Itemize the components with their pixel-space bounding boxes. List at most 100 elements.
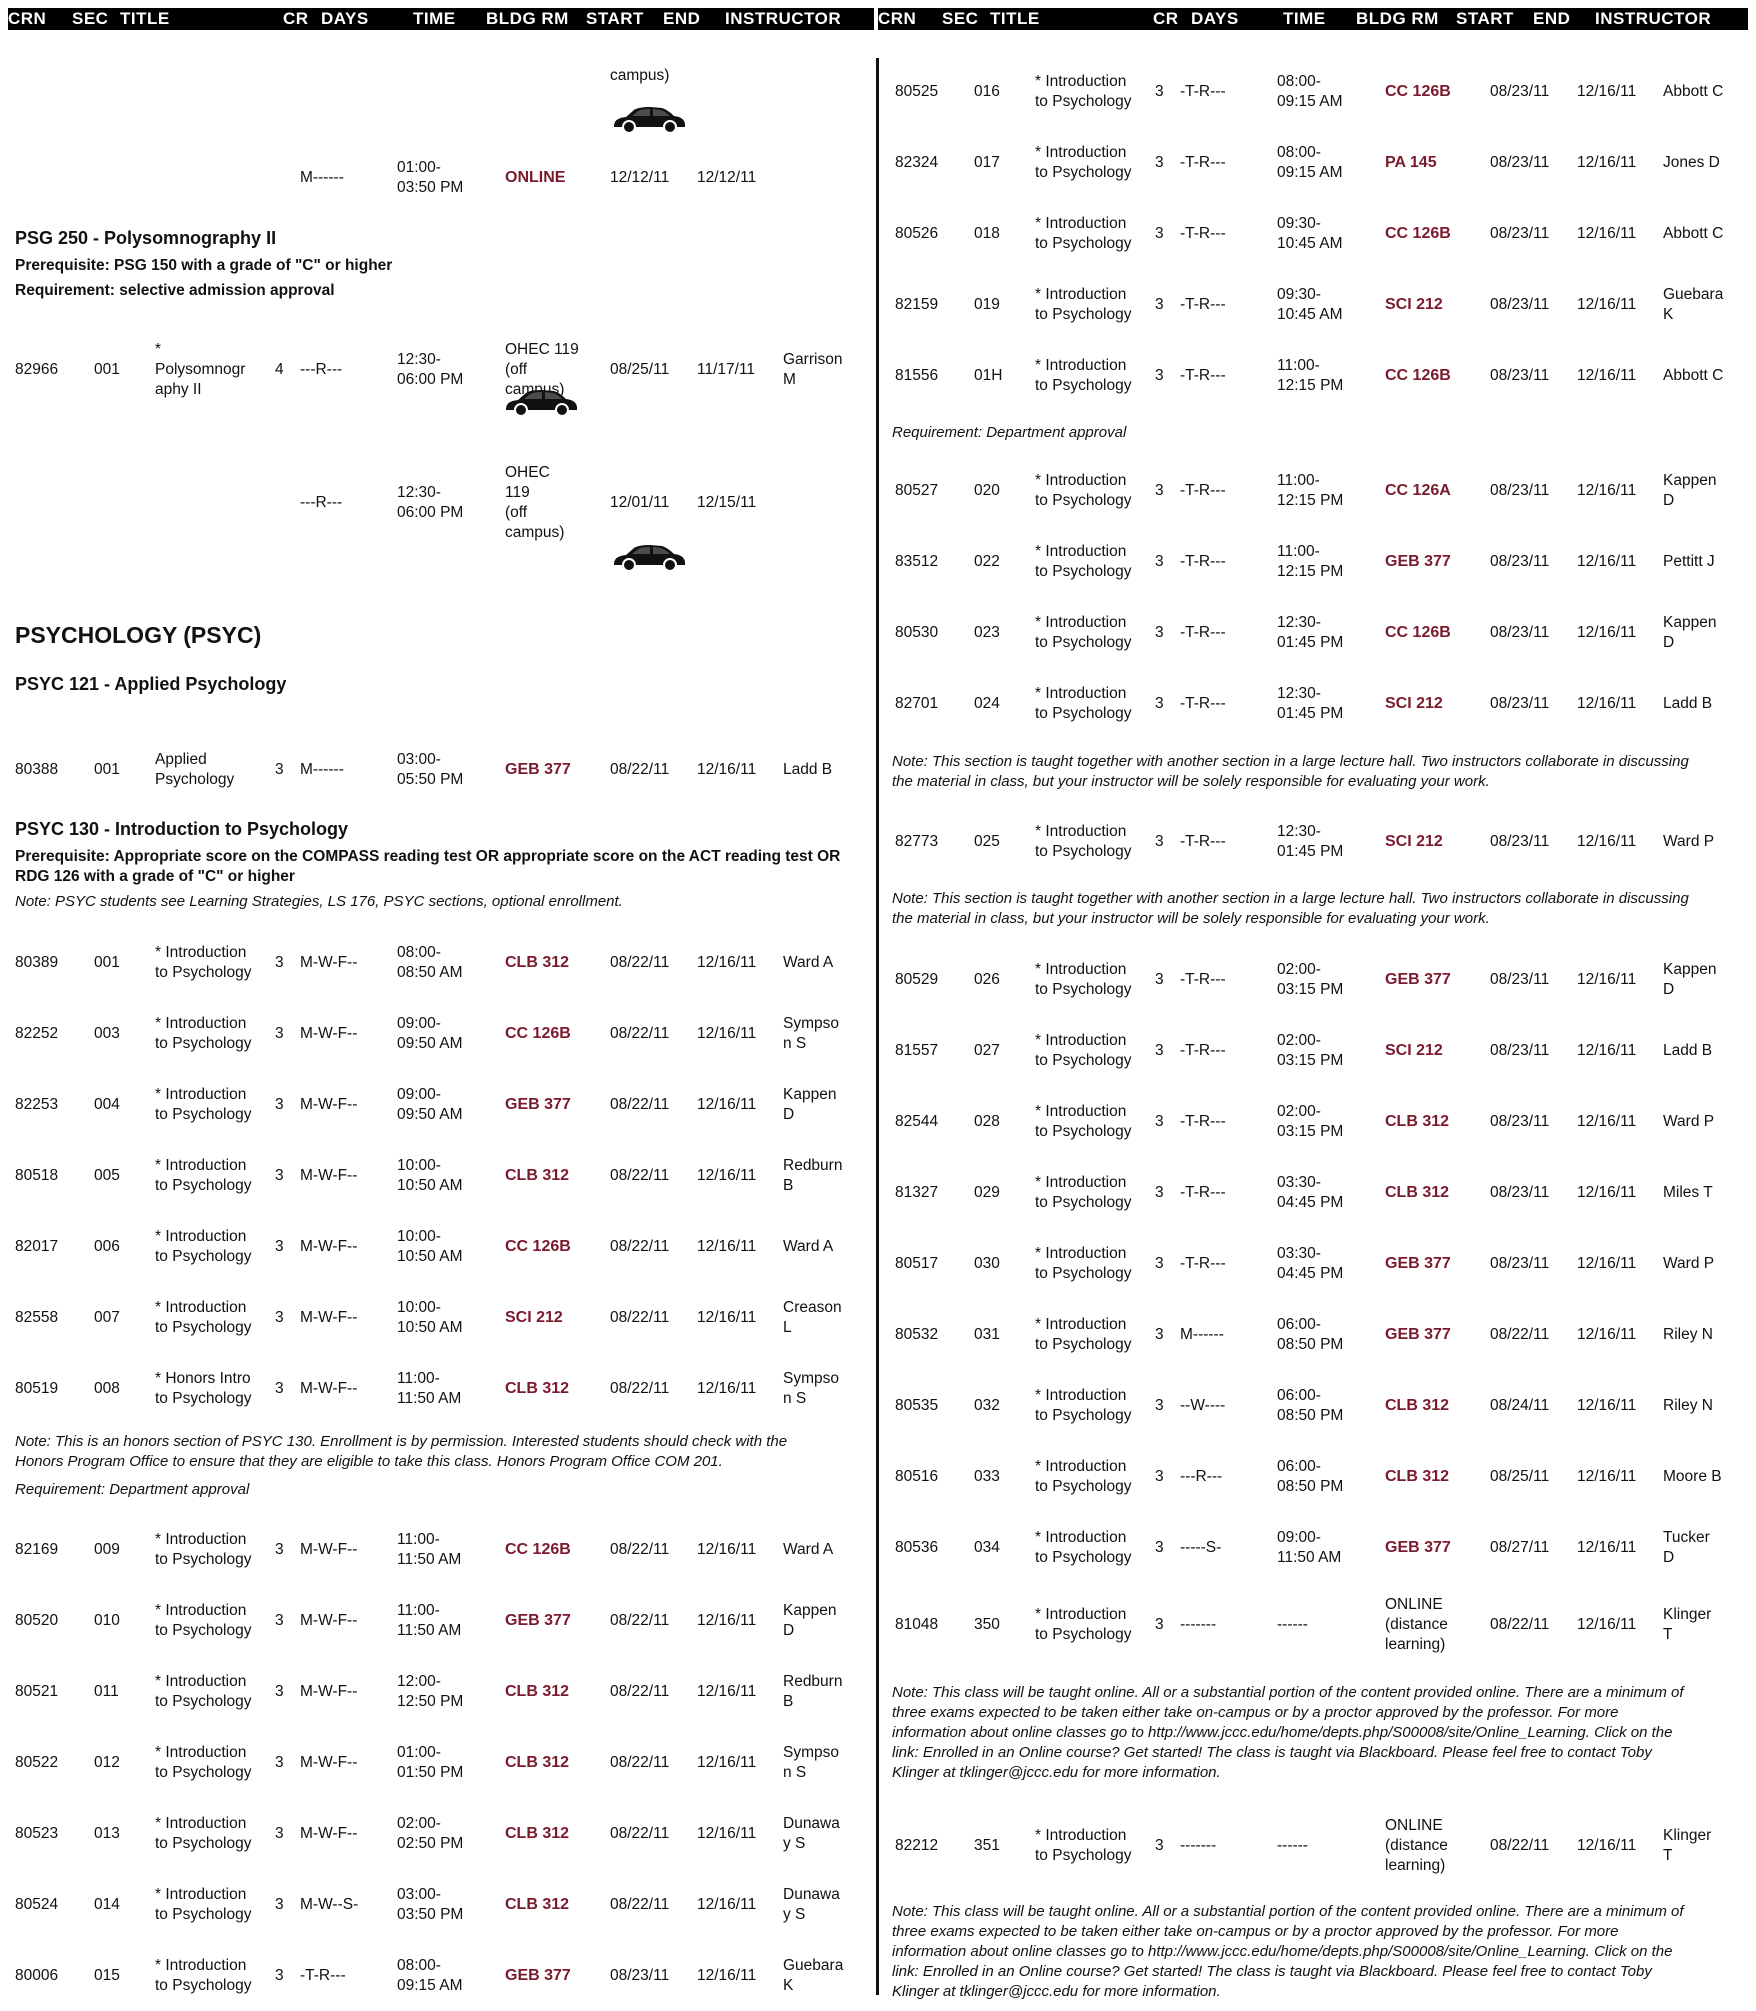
cell-crn: 80532 xyxy=(895,1326,939,1343)
cell-time: 12:30- 01:45 PM xyxy=(1277,823,1344,860)
cell-instr: Miles T xyxy=(1663,1184,1713,1201)
cell-cr: 3 xyxy=(275,1380,284,1397)
requirement-right: Requirement: Department approval xyxy=(892,424,1127,441)
cell-end: 12/16/11 xyxy=(697,1238,757,1255)
cell-end: 12/16/11 xyxy=(1577,833,1637,850)
cell-sec: 001 xyxy=(94,954,120,971)
header-bldg-rm: BLDG RM xyxy=(1356,9,1439,28)
cell-cr: 3 xyxy=(1155,553,1164,570)
cell-time: 08:00- 09:15 AM xyxy=(1277,73,1343,110)
header-start: START xyxy=(586,9,644,28)
cell-end: 12/16/11 xyxy=(1577,1397,1637,1414)
cell-crn: 82159 xyxy=(895,296,939,313)
cell-sec: 023 xyxy=(974,624,1000,641)
cell-room: CC 126B xyxy=(1385,83,1451,100)
cell-days: M-W-F-- xyxy=(300,1096,358,1113)
cell-room: SCI 212 xyxy=(1385,833,1443,850)
cell-room: CC 126B xyxy=(1385,367,1451,384)
cell-title: * Introduction to Psychology xyxy=(1035,215,1132,252)
cell-title: * Introduction to Psychology xyxy=(1035,823,1132,860)
prerequisite-psg250: Prerequisite: PSG 150 with a grade of "C… xyxy=(15,257,393,274)
cell-end: 12/16/11 xyxy=(697,1025,757,1042)
column-header-left: CRN SEC TITLE CR DAYS TIME BLDG RM START END INST… xyxy=(8,8,874,30)
cell-end: 12/16/11 xyxy=(1577,1113,1637,1130)
cell-room: SCI 212 xyxy=(1385,695,1443,712)
cell-instr: Klinger T xyxy=(1663,1606,1712,1643)
cell-start: 08/22/11 xyxy=(610,1025,670,1042)
cell-time: 02:00- 03:15 PM xyxy=(1277,1032,1344,1069)
course-row: 83512 022 * Introduction to Psychology 3 -T-… xyxy=(880,527,1756,597)
cell-cr: 3 xyxy=(275,1025,284,1042)
cell-sec: 001 xyxy=(94,361,120,378)
cell-instr: Ward A xyxy=(783,1238,834,1255)
course-row: 82169 009 * Introduction to Psychology 3 M-W… xyxy=(0,1515,874,1585)
cell-instr: Kappen D xyxy=(1663,961,1717,998)
cell-title: * Introduction to Psychology xyxy=(1035,685,1132,722)
cell-title: Applied Psychology xyxy=(155,751,235,788)
course-row: 80529 026 * Introduction to Psychology 3 -T-… xyxy=(880,945,1756,1015)
course-row: 81327 029 * Introduction to Psychology 3 -T-… xyxy=(880,1158,1756,1228)
course-row: 82773 025 * Introduction to Psychology 3 -T-… xyxy=(880,807,1756,877)
cell-end: 12/16/11 xyxy=(1577,482,1637,499)
requirement-psg250: Requirement: selective admission approva… xyxy=(15,282,335,299)
cell-end: 12/16/11 xyxy=(1577,367,1637,384)
cell-start: 08/23/11 xyxy=(1490,553,1550,570)
cell-time: 06:00- 08:50 PM xyxy=(1277,1458,1344,1495)
cell-crn: 81048 xyxy=(895,1616,939,1633)
cell-end: 12/16/11 xyxy=(697,1612,757,1629)
cell-crn: 80527 xyxy=(895,482,939,499)
cell-crn: 81556 xyxy=(895,367,939,384)
cell-room: CLB 312 xyxy=(505,1683,570,1700)
cell-end: 12/16/11 xyxy=(697,1967,757,1984)
cell-cr: 3 xyxy=(275,761,284,778)
course-title-psyc121: PSYC 121 - Applied Psychology xyxy=(15,674,287,694)
cell-title: * Introduction to Psychology xyxy=(155,1228,252,1265)
cell-instr: Sympso n S xyxy=(783,1370,839,1407)
cell-instr: Ladd B xyxy=(1663,695,1713,712)
prerequisite-psyc130: Prerequisite: Appropriate score on the C… xyxy=(15,848,841,885)
cell-end: 12/16/11 xyxy=(697,1825,757,1842)
cell-days: M-W-F-- xyxy=(300,1380,358,1397)
course-row: 80523 013 * Introduction to Psychology 3 M-W… xyxy=(0,1799,874,1869)
cell-start: 08/22/11 xyxy=(1490,1616,1550,1633)
cell-start: 08/22/11 xyxy=(610,1541,670,1558)
course-row: 80521 011 * Introduction to Psychology 3 M-W… xyxy=(0,1657,874,1727)
cell-cr: 3 xyxy=(275,954,284,971)
course-row: 80535 032 * Introduction to Psychology 3 --W… xyxy=(880,1371,1756,1441)
cell-cr: 3 xyxy=(1155,1539,1164,1556)
course-title-psyc130: PSYC 130 - Introduction to Psychology xyxy=(15,819,349,839)
cell-crn: 83512 xyxy=(895,553,939,570)
cell-title: * Introduction to Psychology xyxy=(1035,1827,1132,1864)
header-crn: CRN xyxy=(878,9,917,28)
course-row: M------ 01:00- 03:50 PM ONLINE 12/12/11 12/1… xyxy=(0,143,874,213)
course-row: 82324 017 * Introduction to Psychology 3 -T-… xyxy=(880,128,1756,198)
cell-end: 12/16/11 xyxy=(1577,83,1637,100)
cell-cr: 3 xyxy=(275,1096,284,1113)
header-days: DAYS xyxy=(1191,9,1239,28)
cell-title: * Introduction to Psychology xyxy=(1035,1458,1132,1495)
course-row: 80006 015 * Introduction to Psychology 3 -T-… xyxy=(0,1941,874,2011)
course-row: ---R--- 12:30- 06:00 PM OHEC 119 (off camp… xyxy=(0,464,874,541)
cell-title: * Introduction to Psychology xyxy=(1035,357,1132,394)
header-start: START xyxy=(1456,9,1514,28)
cell-instr: Kappen D xyxy=(783,1086,837,1123)
course-row: 80389 001 * Introduction to Psychology 3 M-W… xyxy=(0,928,874,998)
cell-room: CC 126B xyxy=(505,1541,571,1558)
cell-end: 12/16/11 xyxy=(697,1683,757,1700)
cell-instr: Ladd B xyxy=(1663,1042,1713,1059)
cell-instr: Redburn B xyxy=(783,1157,843,1194)
cell-room: CC 126B xyxy=(505,1025,571,1042)
cell-instr: Dunawa y S xyxy=(783,1815,840,1852)
cell-sec: 032 xyxy=(974,1397,1000,1414)
header-days: DAYS xyxy=(321,9,369,28)
cell-days: -T-R--- xyxy=(1180,154,1226,171)
cell-crn: 80536 xyxy=(895,1539,939,1556)
cell-days: ------- xyxy=(1180,1837,1217,1854)
cell-days: M-W-F-- xyxy=(300,1612,358,1629)
course-row: 80527 020 * Introduction to Psychology 3 -T-… xyxy=(880,456,1756,526)
cell-room: CLB 312 xyxy=(505,1825,570,1842)
cell-title: * Introduction to Psychology xyxy=(1035,1529,1132,1566)
cell-cr: 3 xyxy=(1155,1468,1164,1485)
cell-title: * Introduction to Psychology xyxy=(1035,1606,1132,1643)
cell-sec: 015 xyxy=(94,1967,120,1984)
